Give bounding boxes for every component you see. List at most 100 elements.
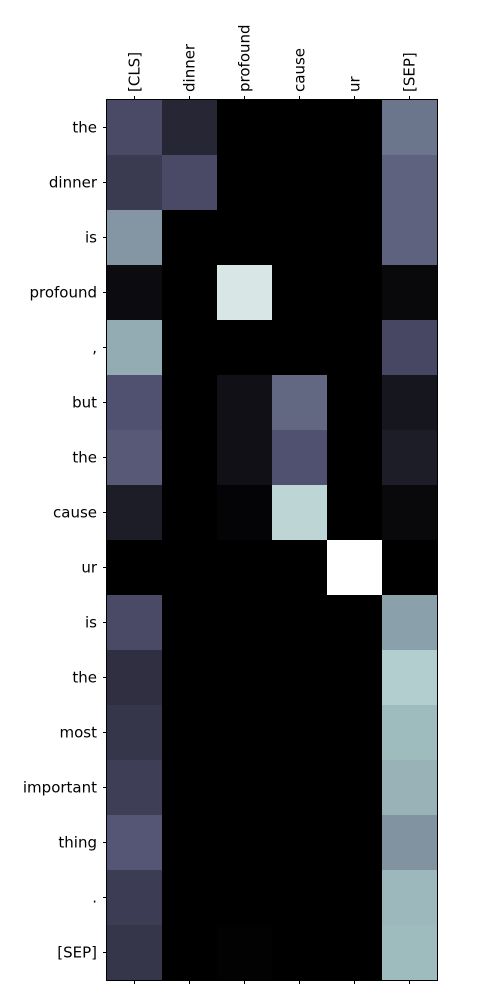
heatmap-cell xyxy=(217,925,273,981)
x-tick-label: dinner xyxy=(181,43,199,92)
heatmap-cell xyxy=(217,100,273,156)
heatmap-cell xyxy=(272,155,328,211)
heatmap-cell xyxy=(217,265,273,321)
y-tick-label: important xyxy=(23,779,97,797)
heatmap-cell xyxy=(162,210,218,266)
heatmap-cell xyxy=(162,760,218,816)
y-tick-label: , xyxy=(92,339,97,357)
heatmap-cell xyxy=(217,815,273,871)
heatmap-cell xyxy=(107,430,163,486)
heatmap-cell xyxy=(327,210,383,266)
heatmap-cell xyxy=(107,705,163,761)
heatmap-cell xyxy=(107,320,163,376)
heatmap-cell xyxy=(327,705,383,761)
heatmap-cell xyxy=(327,595,383,651)
heatmap-cell xyxy=(217,540,273,596)
heatmap-cell xyxy=(217,650,273,706)
heatmap-cell xyxy=(272,815,328,871)
x-tick-label: [CLS] xyxy=(126,52,144,92)
heatmap-cell xyxy=(217,485,273,541)
heatmap-cell xyxy=(107,375,163,431)
heatmap-cell xyxy=(217,210,273,266)
x-tick-label: ur xyxy=(346,75,364,92)
heatmap-cell xyxy=(162,650,218,706)
y-tick-label: dinner xyxy=(49,174,98,192)
y-tick-label: most xyxy=(60,724,98,742)
heatmap-cell xyxy=(162,705,218,761)
heatmap-cell xyxy=(217,375,273,431)
heatmap-cell xyxy=(382,705,438,761)
y-axis: the dinner is profound, but the cause ur is the mo… xyxy=(23,119,107,962)
heatmap-cell xyxy=(162,430,218,486)
heatmap-cell xyxy=(107,210,163,266)
y-tick-label: the xyxy=(72,449,97,467)
heatmap-cell xyxy=(272,265,328,321)
heatmap-cell xyxy=(162,265,218,321)
heatmap-cell xyxy=(272,760,328,816)
heatmap-cell xyxy=(272,485,328,541)
heatmap-cell xyxy=(382,540,438,596)
heatmap-cell xyxy=(162,155,218,211)
heatmap-cell xyxy=(272,210,328,266)
heatmap-cell xyxy=(107,540,163,596)
heatmap-cell xyxy=(382,760,438,816)
heatmap-cell xyxy=(272,705,328,761)
heatmap-cell xyxy=(162,375,218,431)
heatmap-cell xyxy=(107,815,163,871)
heatmap-cell xyxy=(107,925,163,981)
y-tick-label: ur xyxy=(81,559,98,577)
heatmap-cell xyxy=(272,925,328,981)
y-tick-label: thing xyxy=(58,834,97,852)
heatmap-cell xyxy=(162,595,218,651)
heatmap-cell xyxy=(272,100,328,156)
heatmap-cell xyxy=(272,430,328,486)
x-tick-label: [SEP] xyxy=(401,52,419,92)
heatmap-cell xyxy=(382,650,438,706)
heatmap-cell xyxy=(327,320,383,376)
y-tick-label: is xyxy=(85,614,97,632)
heatmap-cell xyxy=(217,705,273,761)
heatmap-cell xyxy=(217,430,273,486)
heatmap-cell xyxy=(217,760,273,816)
heatmap-cell xyxy=(217,595,273,651)
heatmap-cell xyxy=(382,375,438,431)
heatmap-cell xyxy=(162,485,218,541)
heatmap-cell xyxy=(382,265,438,321)
heatmap-cell xyxy=(327,650,383,706)
x-tick-label: cause xyxy=(291,48,309,92)
y-tick-label: [SEP] xyxy=(57,944,97,962)
heatmap-cell xyxy=(272,870,328,926)
heatmap-cell xyxy=(382,320,438,376)
heatmap-cell xyxy=(327,155,383,211)
heatmap-cell xyxy=(162,540,218,596)
heatmap-cell xyxy=(162,815,218,871)
heatmap-cell xyxy=(327,540,383,596)
heatmap-cell xyxy=(382,155,438,211)
y-tick-label: but xyxy=(72,394,97,412)
heatmap-cell xyxy=(107,265,163,321)
heatmap-cell xyxy=(327,265,383,321)
heatmap-cell xyxy=(382,595,438,651)
heatmap-cell xyxy=(382,100,438,156)
heatmap-cell xyxy=(107,870,163,926)
y-tick-label: profound xyxy=(29,284,97,302)
heatmap-cell xyxy=(162,100,218,156)
heatmap-cell xyxy=(217,155,273,211)
x-tick-label: profound xyxy=(236,24,254,92)
heatmap-cell xyxy=(107,100,163,156)
heatmap-cell xyxy=(327,375,383,431)
heatmap-cell xyxy=(107,760,163,816)
heatmap-cell xyxy=(162,320,218,376)
heatmap-cell xyxy=(382,870,438,926)
heatmap-cell xyxy=(382,925,438,981)
heatmap-cell xyxy=(217,870,273,926)
heatmap-cell xyxy=(272,595,328,651)
heatmap-cell xyxy=(272,375,328,431)
heatmap-cell xyxy=(272,650,328,706)
heatmap-cell xyxy=(107,155,163,211)
heatmap-cell xyxy=(272,540,328,596)
heatmap-cell xyxy=(272,320,328,376)
heatmap-cell xyxy=(327,760,383,816)
heatmap-cell xyxy=(162,870,218,926)
